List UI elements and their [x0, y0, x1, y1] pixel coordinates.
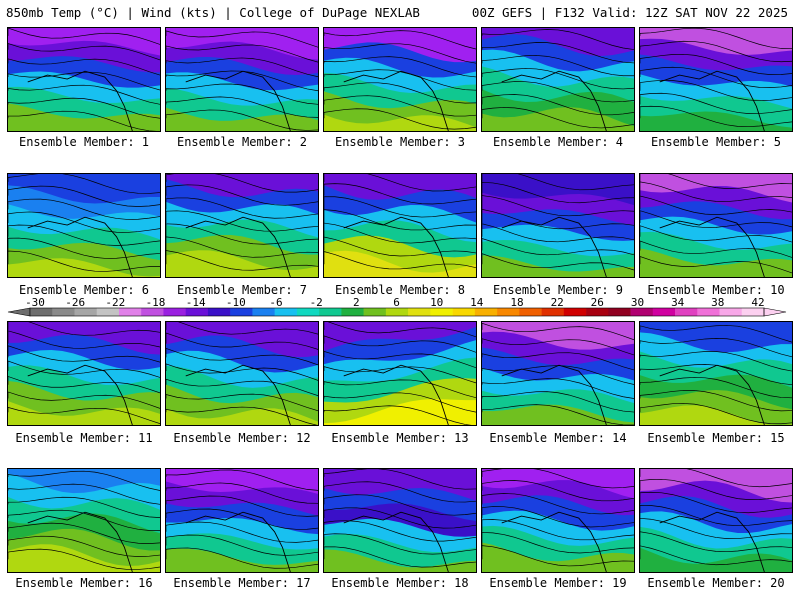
ensemble-member-label: Ensemble Member: 19 — [489, 576, 627, 590]
ensemble-panel-9 — [481, 173, 635, 278]
ensemble-panel-11 — [7, 321, 161, 426]
ensemble-member-label: Ensemble Member: 4 — [492, 135, 624, 149]
ensemble-panel-14 — [481, 321, 635, 426]
colorbar-swatch — [363, 308, 387, 316]
colorbar-tick-label: -2 — [310, 296, 323, 309]
ensemble-member-label: Ensemble Member: 17 — [173, 576, 311, 590]
ensemble-member-label: Ensemble Member: 10 — [647, 283, 785, 297]
colorbar-swatch — [274, 308, 298, 316]
ensemble-panel-16 — [7, 468, 161, 573]
colorbar-swatch — [74, 308, 98, 316]
ensemble-member-label: Ensemble Member: 3 — [334, 135, 466, 149]
ensemble-panel-8 — [323, 173, 477, 278]
ensemble-panel-17 — [165, 468, 319, 573]
colorbar-tick-label: 42 — [751, 296, 764, 309]
colorbar-swatch — [675, 308, 698, 316]
colorbar-swatch — [118, 308, 142, 316]
colorbar-swatch — [541, 308, 565, 316]
ensemble-panel-13 — [323, 321, 477, 426]
ensemble-panel-10 — [639, 173, 793, 278]
colorbar-swatch — [563, 308, 587, 316]
colorbar-swatch — [586, 308, 609, 316]
colorbar-swatch — [96, 308, 120, 316]
colorbar-graphic: -30 -26 -22 -18 -14 -10 -6 -2 2 6 10 14 18 22 26 30 34 38… — [7, 296, 787, 317]
ensemble-panel-19 — [481, 468, 635, 573]
ensemble-panel-7 — [165, 173, 319, 278]
ensemble-member-label: Ensemble Member: 12 — [173, 431, 311, 445]
colorbar-swatch — [452, 308, 476, 316]
ensemble-panel-6 — [7, 173, 161, 278]
colorbar-swatch — [252, 308, 275, 316]
colorbar-tick-label: 10 — [430, 296, 443, 309]
ensemble-member-label: Ensemble Member: 18 — [331, 576, 469, 590]
colorbar-swatch — [52, 308, 75, 316]
ensemble-panel-5 — [639, 27, 793, 132]
colorbar-tick-label: 18 — [510, 296, 523, 309]
colorbar-tick-label: -10 — [226, 296, 246, 309]
colorbar-swatch — [430, 308, 453, 316]
colorbar-tick-label: -6 — [269, 296, 282, 309]
ensemble-member-label: Ensemble Member: 20 — [647, 576, 785, 590]
ensemble-panel-1 — [7, 27, 161, 132]
ensemble-member-label: Ensemble Member: 6 — [18, 283, 150, 297]
colorbar-swatch — [497, 308, 520, 316]
ensemble-panel-12 — [165, 321, 319, 426]
colorbar-max-arrow — [763, 307, 787, 317]
ensemble-panel-15 — [639, 321, 793, 426]
ensemble-member-label: Ensemble Member: 9 — [492, 283, 624, 297]
colorbar-tick-label: 14 — [470, 296, 484, 309]
colorbar-swatch — [719, 308, 743, 316]
colorbar-swatch — [608, 308, 631, 316]
ensemble-member-label: Ensemble Member: 8 — [334, 283, 466, 297]
colorbar-tick-label: -14 — [186, 296, 206, 309]
colorbar-swatch — [697, 308, 720, 316]
ensemble-panel-20 — [639, 468, 793, 573]
ensemble-member-label: Ensemble Member: 13 — [331, 431, 469, 445]
ensemble-panel-18 — [323, 468, 477, 573]
colorbar-tick-label: 6 — [393, 296, 400, 309]
colorbar-swatch — [230, 308, 253, 316]
colorbar-swatch — [141, 308, 164, 316]
colorbar-tick-label: 22 — [551, 296, 564, 309]
ensemble-member-label: Ensemble Member: 2 — [176, 135, 308, 149]
ensemble-member-label: Ensemble Member: 15 — [647, 431, 785, 445]
colorbar-swatch — [630, 308, 654, 316]
colorbar-swatch — [341, 308, 364, 316]
colorbar-swatch — [185, 308, 209, 316]
colorbar-swatch — [319, 308, 342, 316]
colorbar-min-arrow — [7, 307, 31, 317]
header-valid-time: 00Z GEFS | F132 Valid: 12Z SAT NOV 22 20… — [471, 5, 788, 20]
ensemble-panel-3 — [323, 27, 477, 132]
colorbar-swatch — [652, 308, 676, 316]
ensemble-member-label: Ensemble Member: 16 — [15, 576, 153, 590]
colorbar-tick-label: 34 — [671, 296, 685, 309]
ensemble-member-label: Ensemble Member: 11 — [15, 431, 153, 445]
colorbar-swatch — [296, 308, 320, 316]
header-title: 850mb Temp (°C) | Wind (kts) | College o… — [6, 5, 420, 20]
colorbar-swatch — [741, 308, 765, 316]
colorbar-swatch — [163, 308, 186, 316]
colorbar-swatch — [385, 308, 409, 316]
colorbar-tick-label: -30 — [25, 296, 45, 309]
colorbar-tick-label: 38 — [711, 296, 724, 309]
colorbar-swatch — [519, 308, 542, 316]
ensemble-panel-4 — [481, 27, 635, 132]
colorbar-tick-label: -26 — [65, 296, 85, 309]
colorbar-swatch — [474, 308, 498, 316]
temperature-colorbar: -30 -26 -22 -18 -14 -10 -6 -2 2 6 10 14 18 22 26 30 34 38… — [0, 296, 800, 320]
colorbar-tick-label: -18 — [146, 296, 166, 309]
ensemble-member-label: Ensemble Member: 1 — [18, 135, 150, 149]
colorbar-tick-label: 2 — [353, 296, 360, 309]
ensemble-member-label: Ensemble Member: 7 — [176, 283, 308, 297]
colorbar-tick-label: 30 — [631, 296, 644, 309]
colorbar-tick-label: 26 — [591, 296, 604, 309]
colorbar-swatch — [30, 308, 53, 316]
colorbar-tick-label: -22 — [105, 296, 125, 309]
ensemble-member-label: Ensemble Member: 14 — [489, 431, 627, 445]
ensemble-member-label: Ensemble Member: 5 — [650, 135, 782, 149]
colorbar-swatch — [207, 308, 231, 316]
colorbar-swatch — [408, 308, 431, 316]
ensemble-panel-2 — [165, 27, 319, 132]
